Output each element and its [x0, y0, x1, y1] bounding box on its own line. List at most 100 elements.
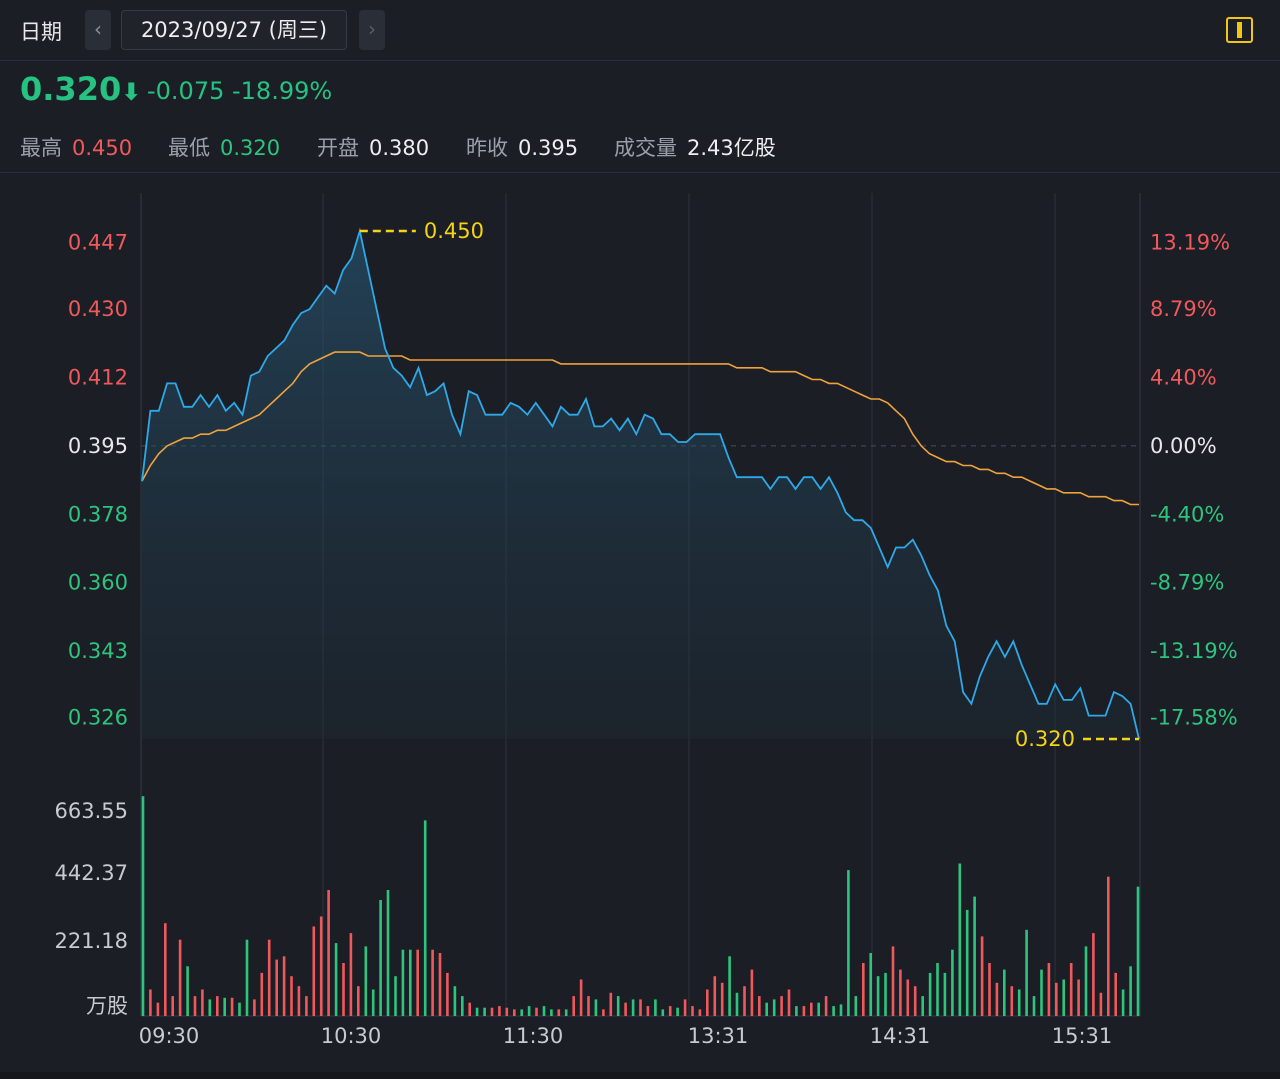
volume-bar	[706, 989, 709, 1016]
volume-bar	[305, 996, 308, 1016]
volume-bar	[765, 1002, 768, 1016]
percent-tick-label: 13.19%	[1150, 231, 1230, 255]
volume-bar	[468, 1002, 471, 1016]
volume-bar	[921, 996, 924, 1016]
volume-bar	[505, 1007, 509, 1016]
volume-bar	[164, 923, 167, 1016]
date-picker[interactable]: 2023/09/27 (周三)	[121, 10, 347, 50]
volume-bar	[557, 1009, 561, 1016]
volume-bar	[245, 939, 249, 1016]
volume-bar	[847, 870, 850, 1016]
volume-bar	[965, 909, 969, 1016]
volume-bar	[1062, 979, 1065, 1016]
volume-bar	[743, 986, 746, 1016]
stat-high-label: 最高	[20, 136, 62, 160]
volume-bar	[698, 1009, 702, 1016]
percent-tick-label: -13.19%	[1150, 639, 1238, 663]
volume-bar	[616, 996, 620, 1016]
volume-bar	[720, 982, 724, 1016]
volume-bar	[668, 1006, 672, 1016]
volume-bar	[787, 989, 791, 1016]
chevron-right-icon: ›	[368, 17, 376, 41]
stat-low: 最低 0.320	[168, 132, 280, 162]
volume-bar	[1092, 933, 1095, 1016]
panel-toggle-icon[interactable]	[1226, 17, 1253, 43]
volume-bar	[267, 939, 271, 1016]
volume-bar	[193, 996, 197, 1016]
volume-bar	[936, 963, 939, 1016]
volume-bar	[513, 1009, 516, 1016]
volume-bar	[208, 999, 212, 1016]
volume-bar	[1069, 963, 1073, 1016]
price-tick-label: 0.343	[68, 639, 128, 663]
volume-bar	[810, 1002, 813, 1016]
volume-bar	[891, 946, 895, 1016]
volume-bar	[490, 1007, 494, 1016]
percent-tick-label: -4.40%	[1150, 502, 1224, 526]
volume-bar	[438, 953, 442, 1016]
high-marker-label: 0.450	[424, 219, 484, 243]
volume-bar	[713, 976, 717, 1016]
volume-bar	[475, 1007, 479, 1016]
volume-bar	[401, 949, 405, 1016]
stats-bar: 最高 0.450 最低 0.320 开盘 0.380 昨收 0.395 成交量 2.43亿…	[0, 120, 1280, 173]
volume-bar	[1032, 996, 1036, 1016]
current-price: 0.320⬇	[20, 70, 142, 108]
volume-bar	[483, 1007, 486, 1016]
volume-bar	[1084, 946, 1088, 1016]
volume-bar	[587, 996, 590, 1016]
volume-bar	[639, 999, 642, 1016]
volume-bar	[1121, 989, 1125, 1016]
volume-bar	[980, 936, 984, 1016]
volume-bar	[1017, 989, 1021, 1016]
volume-bar	[275, 959, 278, 1016]
volume-bar	[951, 949, 954, 1016]
time-tick-label: 11:30	[503, 1024, 564, 1048]
volume-bar	[1025, 929, 1028, 1016]
time-tick-label: 15:31	[1052, 1024, 1113, 1048]
percent-tick-label: -8.79%	[1150, 571, 1224, 595]
price-tick-label: 0.430	[68, 297, 128, 321]
volume-bar	[201, 989, 204, 1016]
volume-bar	[394, 976, 397, 1016]
volume-bar	[461, 996, 464, 1016]
volume-bar	[260, 972, 264, 1016]
volume-bar	[750, 969, 754, 1016]
stat-open-value: 0.380	[369, 136, 430, 160]
stat-open-label: 开盘	[317, 136, 359, 160]
axis-labels: 0.447 13.19% 0.430 8.79% 0.412 4.40% 0.395 0.00…	[55, 231, 1238, 1048]
volume-tick-label: 442.37	[55, 861, 128, 885]
volume-bar	[290, 976, 293, 1016]
intraday-chart[interactable]: 0.447 13.19% 0.430 8.79% 0.412 4.40% 0.395 0.00…	[0, 173, 1280, 1072]
price-line	[141, 227, 1140, 740]
stat-high: 最高 0.450	[20, 132, 132, 162]
high-low-markers: 0.450 0.320	[359, 219, 1139, 751]
top-bar: 日期 ‹ 2023/09/27 (周三) ›	[0, 0, 1280, 61]
volume-bar	[631, 999, 635, 1016]
volume-bar	[594, 999, 598, 1016]
volume-bar	[446, 972, 449, 1016]
stat-prev-close-label: 昨收	[466, 136, 508, 160]
volume-bar	[327, 890, 330, 1016]
volume-bar	[564, 1009, 568, 1016]
volume-bar	[988, 963, 991, 1016]
volume-bar	[334, 943, 338, 1016]
volume-bar	[535, 1007, 538, 1016]
next-day-button[interactable]: ›	[359, 10, 385, 50]
volume-bar	[297, 986, 301, 1016]
volume-bar	[780, 996, 783, 1016]
volume-bar	[654, 999, 657, 1016]
volume-bar	[579, 979, 583, 1016]
volume-bar	[253, 999, 256, 1016]
volume-unit-label: 万股	[86, 994, 128, 1018]
volume-bar	[178, 939, 182, 1016]
previous-day-button[interactable]: ‹	[85, 10, 111, 50]
volume-bar	[839, 1004, 843, 1016]
volume-bar	[550, 1009, 553, 1016]
date-label: 日期	[20, 20, 62, 44]
chevron-left-icon: ‹	[94, 17, 102, 41]
volume-bar	[1040, 969, 1043, 1016]
volume-bar	[602, 1009, 605, 1016]
time-tick-label: 13:31	[688, 1024, 749, 1048]
stat-volume-label: 成交量	[614, 136, 677, 160]
